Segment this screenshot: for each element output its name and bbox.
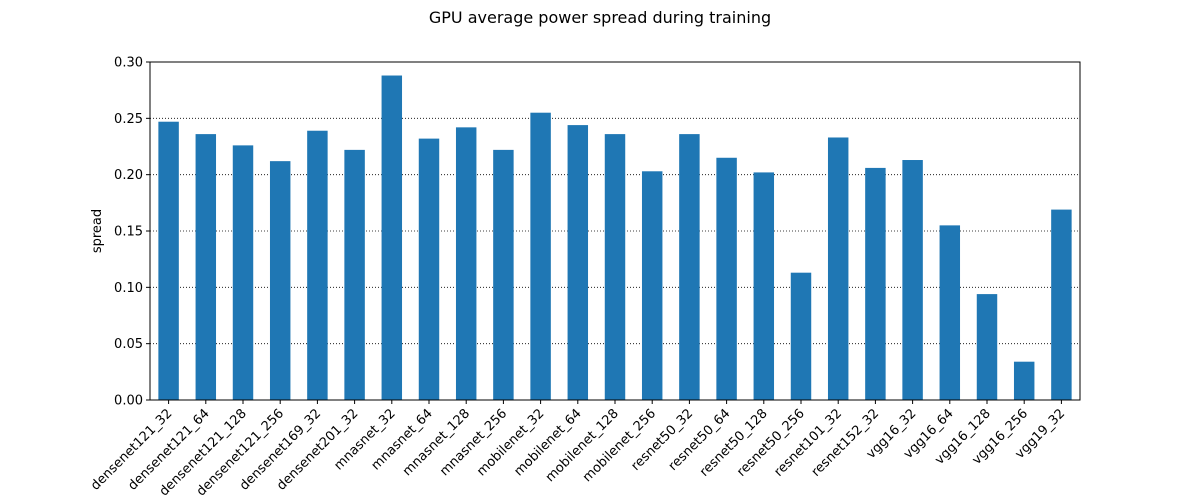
bar-densenet121_256 (269, 161, 291, 400)
bar-resnet50_256 (790, 272, 812, 400)
bars (158, 75, 1072, 401)
y-tick-label: 0.30 (114, 56, 143, 71)
bar-resnet152_32 (865, 167, 886, 400)
y-tick-label: 0.10 (114, 281, 143, 296)
bar-resnet50_128 (753, 172, 775, 400)
bar-mobilenet_128 (604, 134, 626, 400)
bar-vgg19_32 (1051, 209, 1072, 400)
y-tick-label: 0.25 (114, 112, 143, 127)
y-tick-label: 0.20 (114, 168, 143, 183)
bar-mnasnet_64 (418, 138, 440, 400)
bar-mnasnet_32 (381, 75, 403, 401)
bar-mobilenet_32 (530, 112, 551, 400)
bar-densenet121_32 (158, 121, 179, 401)
bar-densenet169_32 (307, 130, 328, 400)
y-tick-label: 0.05 (114, 337, 143, 352)
bar-resnet50_32 (679, 134, 700, 400)
bar-mobilenet_64 (567, 125, 589, 401)
x-axis-ticks: densenet121_32densenet121_64densenet121_… (88, 400, 1068, 499)
y-tick-label: 0.15 (114, 225, 143, 240)
bar-resnet101_32 (827, 137, 849, 400)
bar-vgg16_32 (902, 160, 923, 400)
bar-resnet50_64 (716, 157, 737, 400)
y-axis-ticks: 0.00 0.05 0.10 0.15 0.20 0.25 0.30 (114, 56, 150, 409)
chart-title: GPU average power spread during training (429, 8, 771, 27)
y-tick-label: 0.00 (114, 394, 143, 409)
bar-densenet121_64 (195, 134, 217, 400)
bar-densenet201_32 (344, 149, 365, 400)
bar-vgg16_256 (1013, 361, 1035, 400)
bar-vgg16_128 (976, 294, 998, 400)
bar-vgg16_64 (939, 225, 961, 400)
y-axis-label: spread (90, 209, 105, 253)
bar-mobilenet_256 (641, 171, 663, 400)
bar-densenet121_128 (232, 145, 254, 400)
bar-mnasnet_128 (455, 127, 477, 400)
bar-mnasnet_256 (493, 149, 514, 400)
